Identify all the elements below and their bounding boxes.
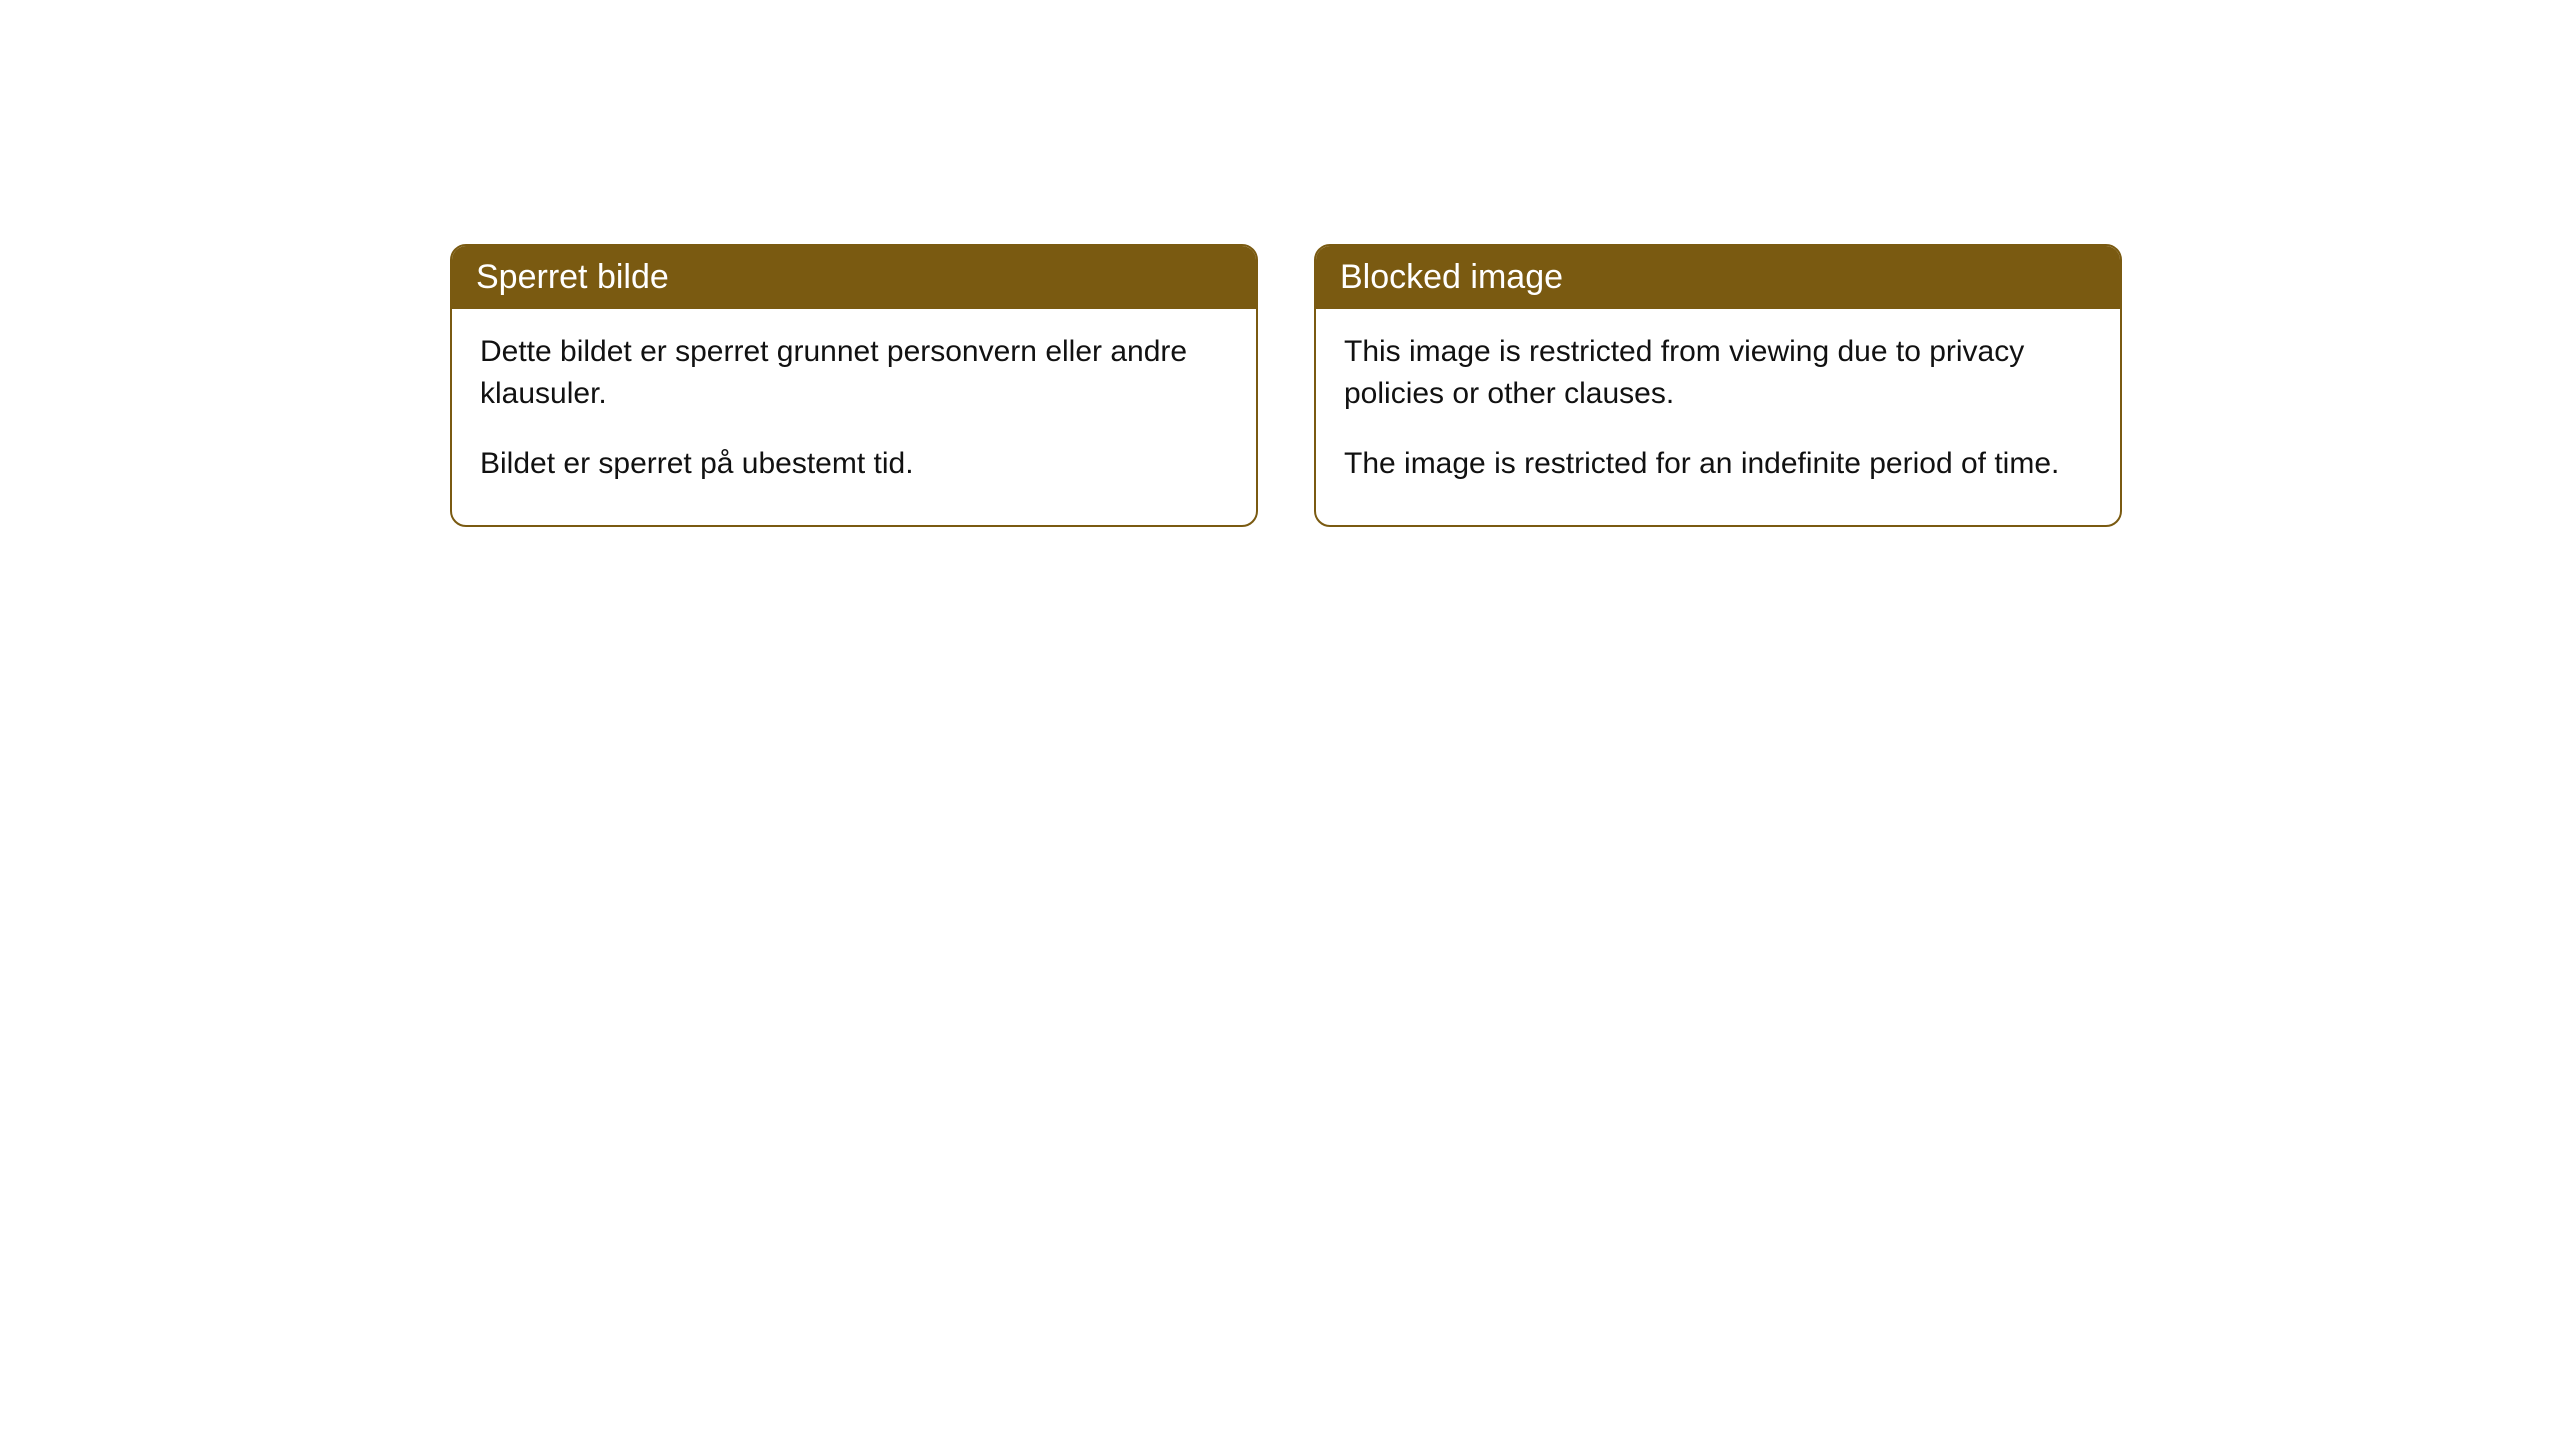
blocked-image-card-en: Blocked image This image is restricted f… [1314, 244, 2122, 527]
card-header-en: Blocked image [1316, 246, 2120, 309]
notice-cards-container: Sperret bilde Dette bildet er sperret gr… [450, 244, 2122, 527]
card-body-en: This image is restricted from viewing du… [1316, 309, 2120, 525]
card-paragraph: Dette bildet er sperret grunnet personve… [480, 331, 1228, 415]
blocked-image-card-no: Sperret bilde Dette bildet er sperret gr… [450, 244, 1258, 527]
card-paragraph: Bildet er sperret på ubestemt tid. [480, 443, 1228, 485]
card-paragraph: The image is restricted for an indefinit… [1344, 443, 2092, 485]
card-header-no: Sperret bilde [452, 246, 1256, 309]
card-body-no: Dette bildet er sperret grunnet personve… [452, 309, 1256, 525]
card-paragraph: This image is restricted from viewing du… [1344, 331, 2092, 415]
